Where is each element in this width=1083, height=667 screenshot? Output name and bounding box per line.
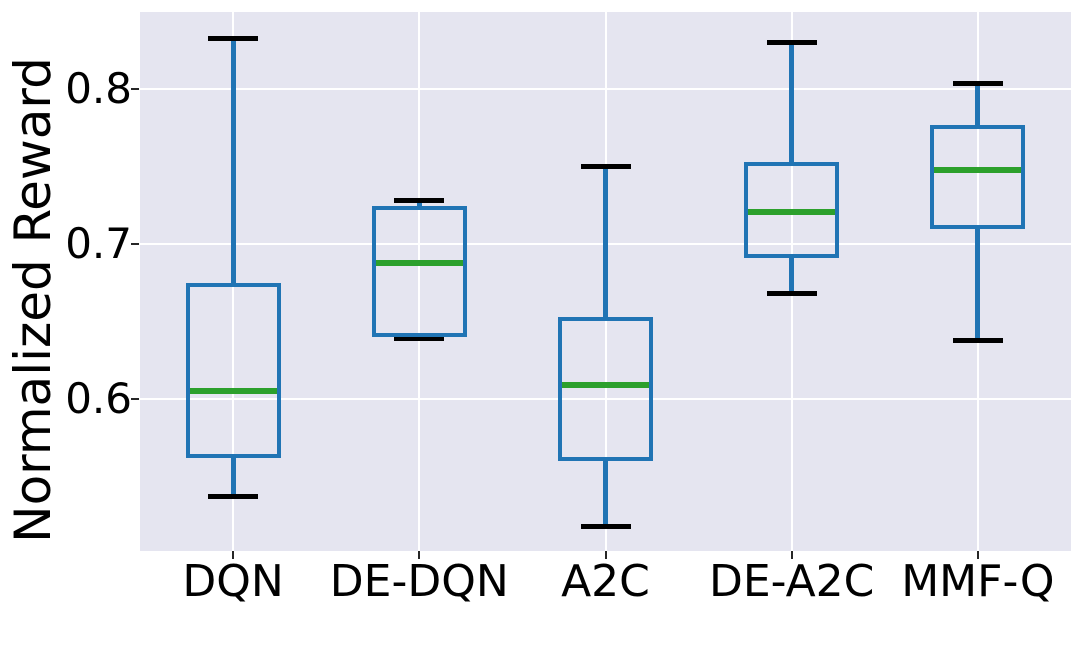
median-line — [189, 388, 277, 395]
upper-whisker — [975, 83, 981, 126]
y-axis-label-text: Normalized Reward — [4, 57, 62, 543]
upper-whisker — [603, 166, 608, 318]
y-tick-mark — [131, 88, 139, 91]
y-tick-label: 0.6 — [65, 374, 132, 424]
median-line — [934, 166, 1022, 173]
upper-cap — [952, 80, 1003, 86]
median-line — [748, 208, 836, 215]
x-tick-mark — [604, 551, 607, 559]
upper-whisker — [230, 38, 236, 284]
x-tick-label: DE-A2C — [708, 556, 875, 607]
iqr-box — [744, 162, 840, 259]
gridline-vertical — [418, 12, 421, 551]
x-tick-label: DE-DQN — [329, 556, 509, 607]
lower-cap — [580, 523, 631, 529]
median-line — [375, 259, 463, 266]
median-line — [562, 382, 649, 389]
iqr-box — [930, 125, 1026, 229]
iqr-box — [371, 205, 467, 338]
plot-area — [140, 12, 1071, 551]
upper-cap — [208, 35, 259, 41]
x-tick-mark — [976, 551, 979, 559]
x-tick-label: DQN — [182, 556, 284, 607]
x-tick-mark — [790, 551, 793, 559]
lower-cap — [952, 337, 1003, 343]
lower-whisker — [603, 461, 608, 527]
lower-whisker — [230, 458, 236, 497]
x-tick-label: A2C — [561, 556, 650, 607]
lower-whisker — [789, 258, 795, 294]
lower-cap — [394, 336, 445, 342]
y-tick-mark — [131, 398, 139, 401]
upper-cap — [394, 198, 445, 204]
y-tick-label: 0.7 — [65, 219, 132, 269]
x-tick-mark — [232, 551, 235, 559]
lower-cap — [208, 494, 259, 500]
iqr-box — [558, 317, 653, 462]
upper-cap — [580, 164, 631, 170]
iqr-box — [185, 283, 281, 459]
lower-cap — [766, 291, 817, 297]
upper-whisker — [789, 42, 795, 163]
upper-cap — [766, 40, 817, 46]
y-tick-mark — [131, 243, 139, 246]
x-tick-mark — [418, 551, 421, 559]
lower-whisker — [975, 228, 981, 341]
y-tick-label: 0.8 — [65, 64, 132, 114]
x-tick-label: MMF-Q — [901, 556, 1055, 607]
